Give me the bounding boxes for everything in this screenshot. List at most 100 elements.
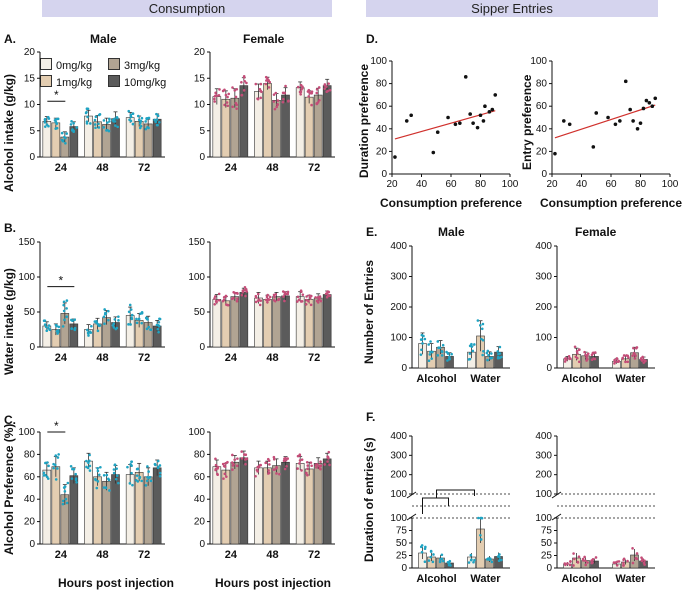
data-dot [310, 90, 314, 93]
data-dot [429, 555, 433, 559]
scatter-point [471, 121, 475, 125]
y-tick-label: 300 [535, 272, 552, 283]
xlabel-hours-male: Hours post injection [58, 576, 175, 590]
data-dot [275, 105, 279, 109]
scatter-point [638, 121, 643, 125]
data-dot [258, 463, 262, 467]
data-dot [72, 121, 75, 125]
data-dot [108, 120, 111, 123]
data-dot [468, 352, 472, 355]
data-dot [232, 290, 235, 294]
data-dot [61, 325, 65, 328]
data-dot [284, 84, 287, 88]
data-dot [117, 481, 120, 485]
x-tick-label: 24 [225, 162, 238, 174]
data-dot [235, 107, 238, 110]
data-dot [62, 303, 65, 307]
data-dot [226, 95, 229, 99]
data-dot [278, 472, 281, 476]
xlabel-consumption-duration: Consumption preference [380, 196, 523, 210]
data-dot [307, 299, 310, 303]
scatter-point [481, 119, 486, 123]
data-dot [427, 343, 430, 346]
data-dot [471, 349, 475, 353]
data-dot [569, 560, 572, 563]
data-dot [232, 296, 235, 300]
data-dot [481, 322, 485, 326]
data-dot [107, 129, 111, 133]
data-dot [94, 477, 97, 481]
data-dot [624, 360, 627, 364]
data-dot [85, 459, 88, 463]
data-dot [318, 298, 321, 301]
data-dot [631, 561, 635, 565]
data-dot [149, 328, 152, 331]
data-dot [96, 480, 100, 483]
data-dot [296, 85, 300, 89]
data-dot [217, 93, 221, 97]
data-dot [323, 463, 326, 466]
data-dot [64, 497, 68, 501]
y-tick-label: 200 [390, 470, 407, 481]
y-tick-label: 75 [541, 526, 553, 537]
chart-c-female: 0 20 40 60 80 100 24 48 72 [188, 427, 335, 561]
data-dot [323, 87, 326, 90]
y-tick-label: 100 [535, 333, 552, 344]
y-tick-label: 100 [188, 427, 205, 438]
bar [42, 469, 52, 545]
data-dot [583, 350, 586, 354]
data-dot [102, 315, 106, 319]
data-dot [241, 290, 245, 294]
x-tick-label: 40 [416, 179, 428, 190]
regression-line [554, 104, 656, 139]
data-dot [107, 309, 110, 313]
data-dot [57, 330, 60, 334]
data-dot [93, 118, 97, 122]
y-tick-label: 15 [24, 73, 36, 84]
data-dot [54, 454, 58, 457]
data-dot [242, 76, 246, 79]
bar [111, 474, 120, 545]
data-dot [640, 556, 643, 559]
data-dot [66, 481, 70, 485]
data-dot [75, 480, 78, 484]
bar [134, 472, 144, 545]
data-dot [43, 118, 47, 122]
y-tick-label: 80 [194, 449, 206, 460]
data-dot [255, 468, 259, 472]
data-dot [272, 457, 276, 461]
x-tick-label: Water [470, 573, 501, 585]
data-dot [154, 463, 157, 467]
data-dot [95, 321, 98, 324]
data-dot [643, 359, 647, 363]
data-dot [479, 533, 482, 537]
data-dot [221, 462, 225, 466]
y-tick-label: 200 [390, 302, 407, 313]
scatter-point [644, 98, 649, 103]
data-dot [282, 295, 285, 298]
bar [239, 292, 249, 348]
data-dot [88, 464, 92, 468]
data-dot [96, 323, 100, 326]
data-dot [135, 317, 138, 321]
data-dot [438, 346, 442, 350]
data-dot [633, 357, 637, 360]
data-dot [43, 323, 47, 326]
data-dot [473, 558, 476, 562]
data-dot [264, 75, 268, 79]
data-dot [155, 118, 159, 121]
x-tick-label: 40 [576, 179, 588, 190]
data-dot [226, 104, 230, 108]
panel-label-f: F. [366, 410, 376, 424]
data-dot [131, 483, 134, 487]
data-dot [273, 107, 277, 111]
data-dot [267, 86, 271, 89]
data-dot [155, 112, 158, 116]
data-dot [44, 461, 47, 465]
data-dot [240, 93, 244, 97]
data-dot [225, 101, 229, 104]
data-dot [298, 90, 302, 94]
data-dot [89, 331, 93, 334]
